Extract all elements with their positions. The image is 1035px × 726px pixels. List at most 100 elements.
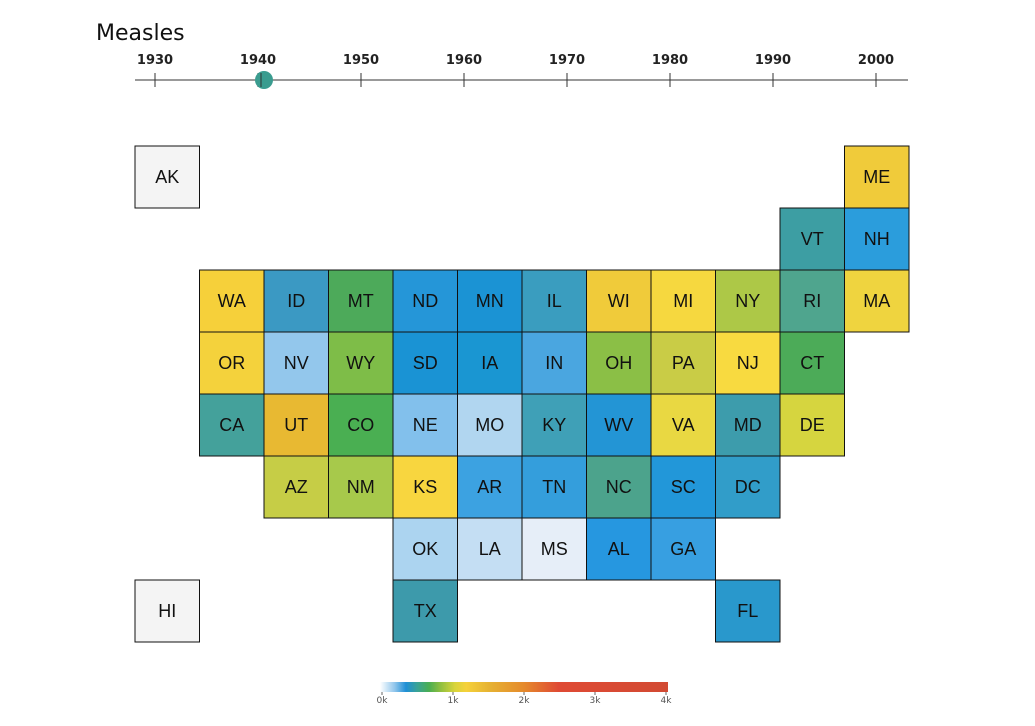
timeline-tick-label: 1950	[343, 53, 379, 68]
state-tile-wa[interactable]: WA	[199, 269, 265, 333]
state-tile-nd[interactable]: ND	[392, 269, 458, 333]
state-tile-rect	[457, 455, 523, 519]
state-tile-label: IN	[545, 353, 563, 373]
state-tile-label: WV	[604, 415, 633, 435]
state-tile-ny[interactable]: NY	[715, 269, 781, 333]
state-tile-label: MI	[673, 291, 693, 311]
state-tile-mo[interactable]: MO	[457, 393, 523, 457]
state-tile-ar[interactable]: AR	[457, 455, 523, 519]
state-tile-rect	[457, 331, 523, 395]
state-tile-label: MS	[541, 539, 568, 559]
state-tile-rect	[521, 455, 587, 519]
state-tile-md[interactable]: MD	[715, 393, 781, 457]
state-tile-ct[interactable]: CT	[779, 331, 845, 395]
state-tile-ut[interactable]: UT	[263, 393, 329, 457]
state-tile-nj[interactable]: NJ	[715, 331, 781, 395]
state-tile-sd[interactable]: SD	[392, 331, 458, 395]
timeline-tick-label: 1990	[755, 53, 791, 68]
state-tile-rect	[715, 579, 781, 643]
state-tile-ok[interactable]: OK	[392, 517, 458, 581]
state-tile-label: MN	[476, 291, 504, 311]
state-tile-label: MO	[475, 415, 504, 435]
state-tile-al[interactable]: AL	[586, 517, 652, 581]
state-tile-ks[interactable]: KS	[392, 455, 458, 519]
state-tile-rect	[586, 269, 652, 333]
state-tile-nh[interactable]: NH	[844, 207, 910, 271]
state-tile-label: WI	[608, 291, 630, 311]
state-tile-label: FL	[737, 601, 758, 621]
state-tile-mn[interactable]: MN	[457, 269, 523, 333]
state-tile-or[interactable]: OR	[199, 331, 265, 395]
state-tile-label: RI	[803, 291, 821, 311]
state-tile-rect	[844, 145, 910, 209]
state-tile-ky[interactable]: KY	[521, 393, 587, 457]
state-tile-de[interactable]: DE	[779, 393, 845, 457]
state-tile-rect	[328, 331, 394, 395]
state-tile-id[interactable]: ID	[263, 269, 329, 333]
state-tile-rect	[715, 331, 781, 395]
state-tile-rect	[521, 269, 587, 333]
state-tile-va[interactable]: VA	[650, 393, 716, 457]
state-tile-vt[interactable]: VT	[779, 207, 845, 271]
state-tile-wv[interactable]: WV	[586, 393, 652, 457]
state-tile-label: AZ	[285, 477, 308, 497]
state-tile-rect	[650, 393, 716, 457]
state-tile-rect	[263, 393, 329, 457]
state-tile-pa[interactable]: PA	[650, 331, 716, 395]
state-tile-label: OR	[218, 353, 245, 373]
state-tile-label: DE	[800, 415, 825, 435]
state-tile-nv[interactable]: NV	[263, 331, 329, 395]
state-tile-oh[interactable]: OH	[586, 331, 652, 395]
state-tile-in[interactable]: IN	[521, 331, 587, 395]
state-tile-nc[interactable]: NC	[586, 455, 652, 519]
state-tile-me[interactable]: ME	[844, 145, 910, 209]
state-tile-ma[interactable]: MA	[844, 269, 910, 333]
state-tile-ga[interactable]: GA	[650, 517, 716, 581]
state-tile-tn[interactable]: TN	[521, 455, 587, 519]
state-tile-dc[interactable]: DC	[715, 455, 781, 519]
state-tile-co[interactable]: CO	[328, 393, 394, 457]
timeline-tick-label: 1980	[652, 53, 688, 68]
state-tile-label: AK	[155, 167, 179, 187]
state-tile-label: MT	[348, 291, 374, 311]
state-tile-ca[interactable]: CA	[199, 393, 265, 457]
state-tile-label: NE	[413, 415, 438, 435]
state-tile-grid: AK ME VT NH WA ID MT ND MN IL WI MI NY RI MA OR NV WY SD IA…	[134, 145, 910, 643]
state-tile-label: KY	[542, 415, 566, 435]
state-tile-rect	[457, 393, 523, 457]
state-tile-ak[interactable]: AK	[134, 145, 200, 209]
state-tile-mt[interactable]: MT	[328, 269, 394, 333]
state-tile-ne[interactable]: NE	[392, 393, 458, 457]
state-tile-fl[interactable]: FL	[715, 579, 781, 643]
state-tile-tx[interactable]: TX	[392, 579, 458, 643]
timeline-slider-handle[interactable]	[255, 71, 273, 89]
state-tile-az[interactable]: AZ	[263, 455, 329, 519]
state-tile-ri[interactable]: RI	[779, 269, 845, 333]
state-tile-la[interactable]: LA	[457, 517, 523, 581]
state-tile-rect	[457, 517, 523, 581]
timeline-tick-label: 2000	[858, 53, 894, 68]
state-tile-sc[interactable]: SC	[650, 455, 716, 519]
state-tile-nm[interactable]: NM	[328, 455, 394, 519]
state-tile-il[interactable]: IL	[521, 269, 587, 333]
state-tile-hi[interactable]: HI	[134, 579, 200, 643]
state-tile-label: AL	[608, 539, 630, 559]
state-tile-mi[interactable]: MI	[650, 269, 716, 333]
state-tile-label: VT	[801, 229, 824, 249]
state-tile-label: ID	[287, 291, 305, 311]
state-tile-ms[interactable]: MS	[521, 517, 587, 581]
state-tile-label: MD	[734, 415, 762, 435]
state-tile-label: ME	[863, 167, 890, 187]
state-tile-wi[interactable]: WI	[586, 269, 652, 333]
state-tile-rect	[134, 145, 200, 209]
year-timeline-slider[interactable]: 1930 1940 1950 1960 1970 1980 1990 2000	[135, 53, 908, 89]
state-tile-ia[interactable]: IA	[457, 331, 523, 395]
state-tile-label: SC	[671, 477, 696, 497]
legend-tick-label: 2k	[519, 696, 531, 706]
state-tile-wy[interactable]: WY	[328, 331, 394, 395]
state-tile-rect	[263, 269, 329, 333]
state-tile-label: AR	[477, 477, 502, 497]
state-tile-rect	[521, 517, 587, 581]
state-tile-rect	[328, 393, 394, 457]
